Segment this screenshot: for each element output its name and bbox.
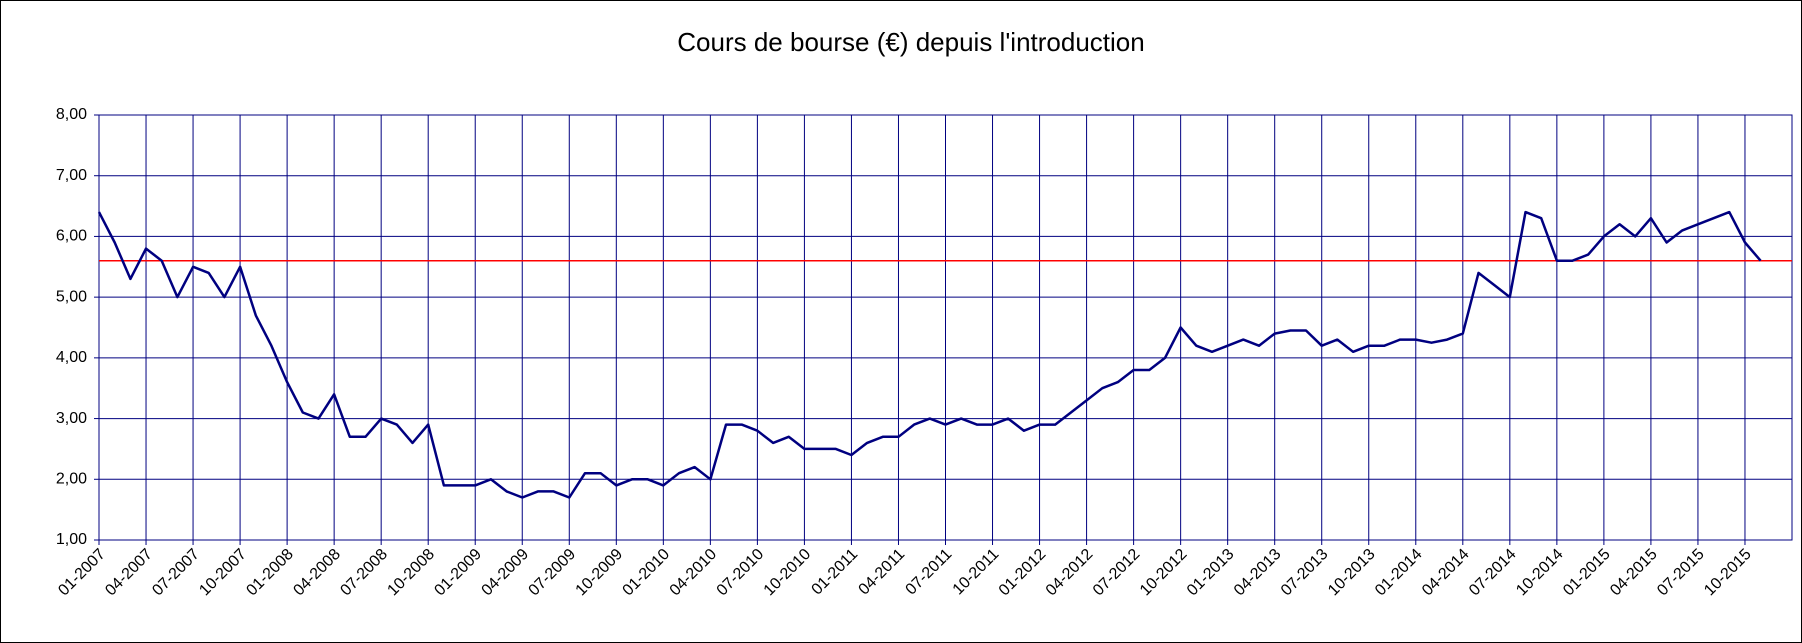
y-tick-label: 7,00	[56, 167, 87, 184]
y-tick-label: 3,00	[56, 410, 87, 427]
y-tick-label: 2,00	[56, 471, 87, 488]
y-tick-label: 4,00	[56, 349, 87, 366]
y-tick-label: 5,00	[56, 288, 87, 305]
price-line	[97, 210, 1762, 499]
y-tick-label: 6,00	[56, 228, 87, 245]
chart-title: Cours de bourse (€) depuis l'introductio…	[677, 27, 1144, 57]
y-tick-label: 8,00	[56, 106, 87, 123]
y-tick-label: 1,00	[56, 531, 87, 548]
